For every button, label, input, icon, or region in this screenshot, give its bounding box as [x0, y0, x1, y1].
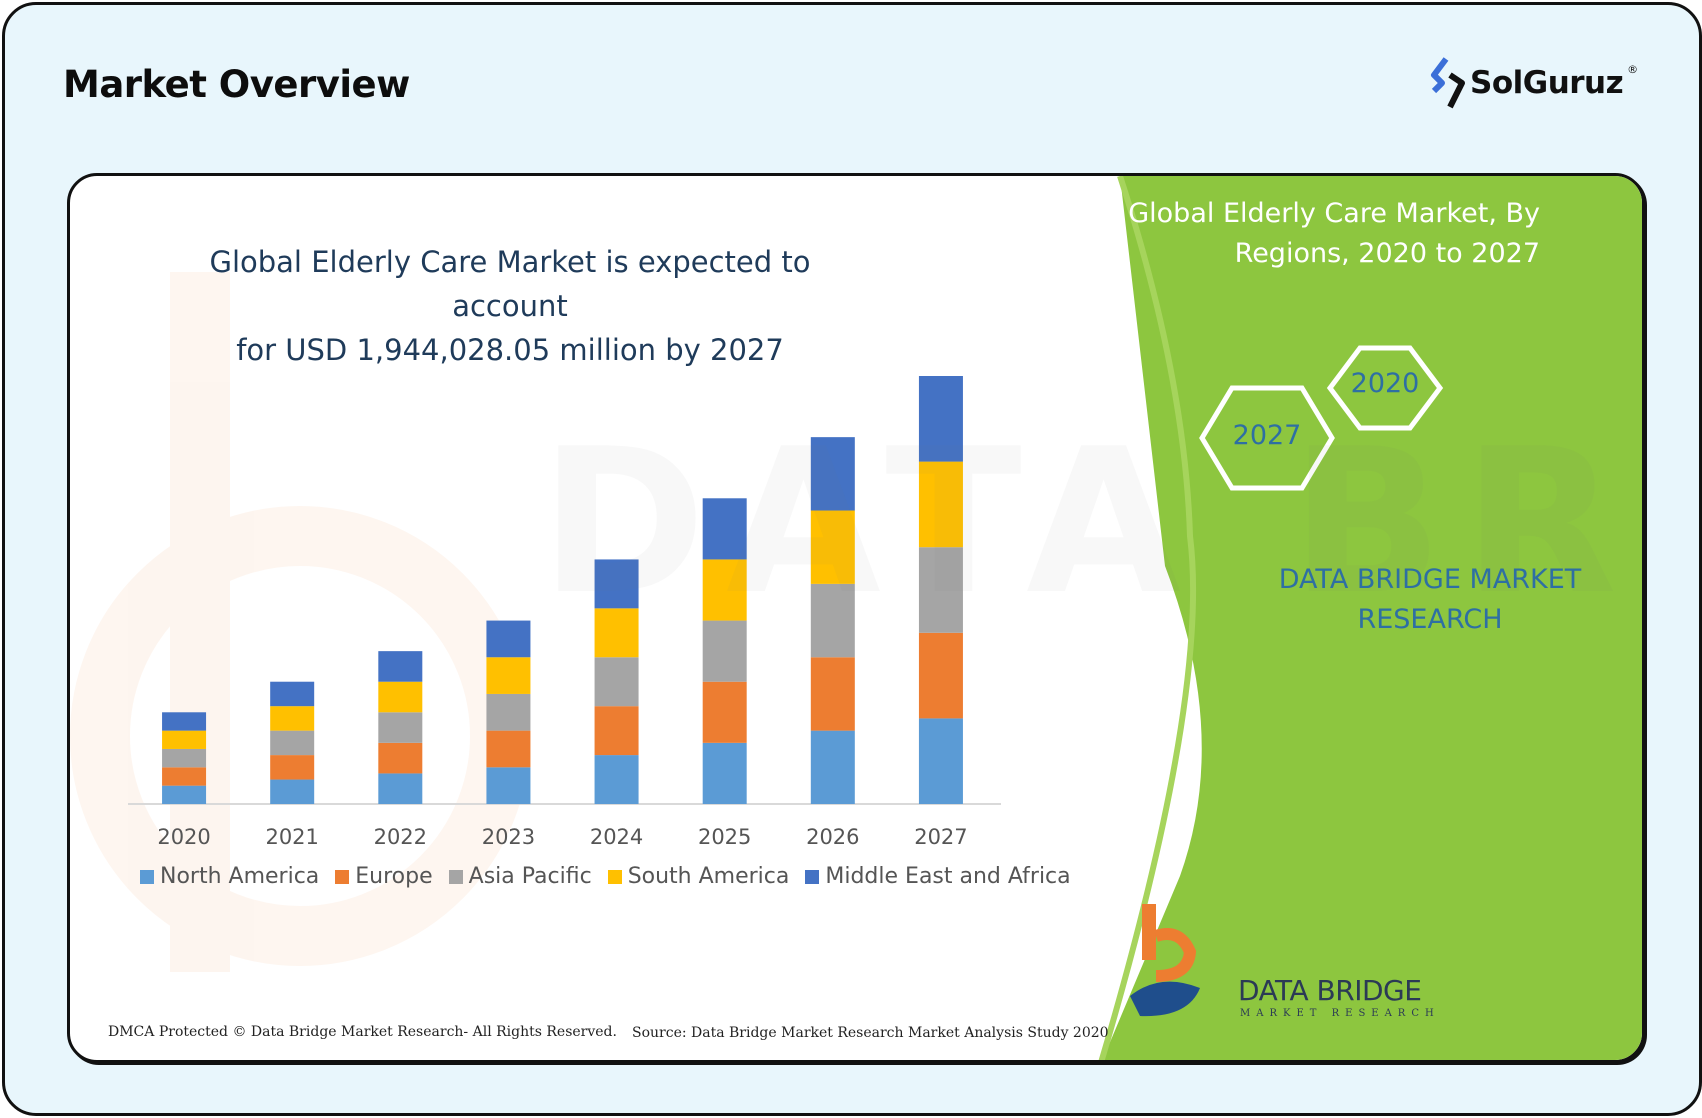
- bar-2023-north-america: [486, 767, 531, 804]
- legend-item: North America: [140, 864, 319, 889]
- legend-label: South America: [627, 864, 790, 889]
- data-bridge-logo-text: DATA BRIDGE: [1238, 974, 1422, 1007]
- panel-title-line-1: Global Elderly Care Market, By: [1128, 198, 1540, 229]
- bar-2025-north-america: [702, 742, 747, 804]
- brand-name: SolGuruz: [1470, 65, 1624, 101]
- headline-line-2: for USD 1,944,028.05 million by 2027: [236, 333, 784, 367]
- bar-2021-north-america: [270, 779, 315, 804]
- bar-2021-middle-east-and-africa: [270, 681, 315, 707]
- legend-swatch: [607, 869, 622, 884]
- hex-2020-icon: [1326, 345, 1444, 431]
- bar-2021-europe: [270, 755, 315, 780]
- x-tick-label: 2023: [482, 825, 535, 849]
- page-title: Market Overview: [63, 63, 410, 106]
- x-tick-label: 2026: [806, 825, 859, 849]
- x-tick-label: 2025: [698, 825, 751, 849]
- bar-2025-middle-east-and-africa: [702, 498, 747, 560]
- bar-2022-europe: [378, 742, 423, 774]
- x-tick-label: 2027: [914, 825, 967, 849]
- chart-headline: Global Elderly Care Market is expected t…: [170, 240, 850, 372]
- bar-2025-south-america: [702, 559, 747, 621]
- bar-2020-south-america: [162, 730, 207, 749]
- legend-item: Asia Pacific: [448, 864, 592, 889]
- bar-2020-asia-pacific: [162, 748, 207, 768]
- data-bridge-logo-subtext: MARKET RESEARCH: [1240, 1008, 1440, 1019]
- legend-swatch: [448, 869, 463, 884]
- headline-line-1: Global Elderly Care Market is expected t…: [209, 245, 811, 323]
- legend-item: Europe: [335, 864, 433, 889]
- bar-2020-middle-east-and-africa: [162, 712, 207, 731]
- panel-title: Global Elderly Care Market, By Regions, …: [1110, 194, 1540, 274]
- x-tick-label: 2020: [157, 825, 210, 849]
- bar-2022-middle-east-and-africa: [378, 651, 423, 682]
- bar-2023-south-america: [486, 657, 531, 694]
- legend-label: Asia Pacific: [468, 864, 592, 889]
- chart-legend: North America Europe Asia Pacific South Ame…: [140, 864, 1071, 889]
- bar-2021-asia-pacific: [270, 730, 315, 756]
- hex-label-2027: 2027: [1232, 420, 1302, 451]
- legend-item: South America: [607, 864, 790, 889]
- x-tick-label: 2024: [590, 825, 643, 849]
- bar-2020-north-america: [162, 785, 207, 804]
- bar-2027-middle-east-and-africa: [918, 376, 963, 462]
- hex-label-2020: 2020: [1350, 368, 1420, 399]
- bar-2024-north-america: [594, 755, 639, 804]
- bar-2027-south-america: [918, 461, 963, 548]
- bar-2020-europe: [162, 767, 207, 786]
- infographic-background: 2020 2021 2022 2023 2024 2025 2026 2027: [70, 176, 1642, 1060]
- data-bridge-b-logo-icon: [1130, 904, 1200, 1017]
- bar-2023-asia-pacific: [486, 693, 531, 731]
- bar-2024-asia-pacific: [594, 657, 639, 707]
- legend-label: Middle East and Africa: [825, 864, 1071, 889]
- brand-logo[interactable]: SolGuruz ®: [1430, 57, 1638, 109]
- watermark-text: DATA BRIDGE: [540, 406, 1642, 639]
- bar-2027-north-america: [918, 718, 963, 804]
- stacked-bar-chart: 2020 2021 2022 2023 2024 2025 2026 2027: [128, 376, 1001, 849]
- bar-2023-middle-east-and-africa: [486, 620, 531, 658]
- legend-swatch: [140, 869, 154, 884]
- x-tick-label: 2021: [265, 825, 318, 849]
- bar-2026-asia-pacific: [810, 583, 855, 658]
- bar-2024-europe: [594, 706, 639, 756]
- bar-2027-europe: [918, 632, 963, 719]
- bar-2026-north-america: [810, 730, 855, 804]
- bar-2022-asia-pacific: [378, 712, 423, 743]
- solguruz-logo-icon: [1431, 57, 1465, 109]
- hex-2027-icon: [1199, 385, 1335, 491]
- bar-2022-north-america: [378, 773, 423, 804]
- panel-brand-line-2: RESEARCH: [1357, 604, 1503, 635]
- dmca-notice: DMCA Protected © Data Bridge Market Rese…: [108, 1024, 617, 1040]
- brand-registered-mark: ®: [1627, 63, 1639, 76]
- source-note: Source: Data Bridge Market Research Mark…: [632, 1025, 1109, 1041]
- infographic-card: 2020 2021 2022 2023 2024 2025 2026 2027 DATA BR…: [67, 173, 1645, 1063]
- bar-2025-asia-pacific: [702, 620, 747, 682]
- bar-2024-south-america: [594, 608, 639, 658]
- panel-brand-line-1: DATA BRIDGE MARKET: [1278, 564, 1582, 595]
- panel-brand: DATA BRIDGE MARKET RESEARCH: [1270, 560, 1590, 640]
- bar-2027-asia-pacific: [918, 547, 963, 633]
- legend-swatch: [805, 869, 820, 884]
- bar-2021-south-america: [270, 706, 315, 731]
- panel-title-line-2: Regions, 2020 to 2027: [1234, 238, 1540, 269]
- x-tick-label: 2022: [374, 825, 427, 849]
- bar-2026-middle-east-and-africa: [810, 437, 855, 511]
- bar-2024-middle-east-and-africa: [594, 559, 639, 609]
- legend-item: Middle East and Africa: [805, 864, 1071, 889]
- bar-2025-europe: [702, 681, 747, 743]
- bar-2022-south-america: [378, 681, 423, 713]
- legend-label: North America: [160, 864, 320, 889]
- green-panel: [1102, 176, 1642, 1060]
- bar-2026-south-america: [810, 510, 855, 584]
- panel-edge-curve: [1098, 176, 1197, 1060]
- legend-label: Europe: [355, 864, 433, 889]
- legend-swatch: [335, 869, 350, 884]
- bar-2026-europe: [810, 657, 855, 731]
- bar-2023-europe: [486, 730, 531, 768]
